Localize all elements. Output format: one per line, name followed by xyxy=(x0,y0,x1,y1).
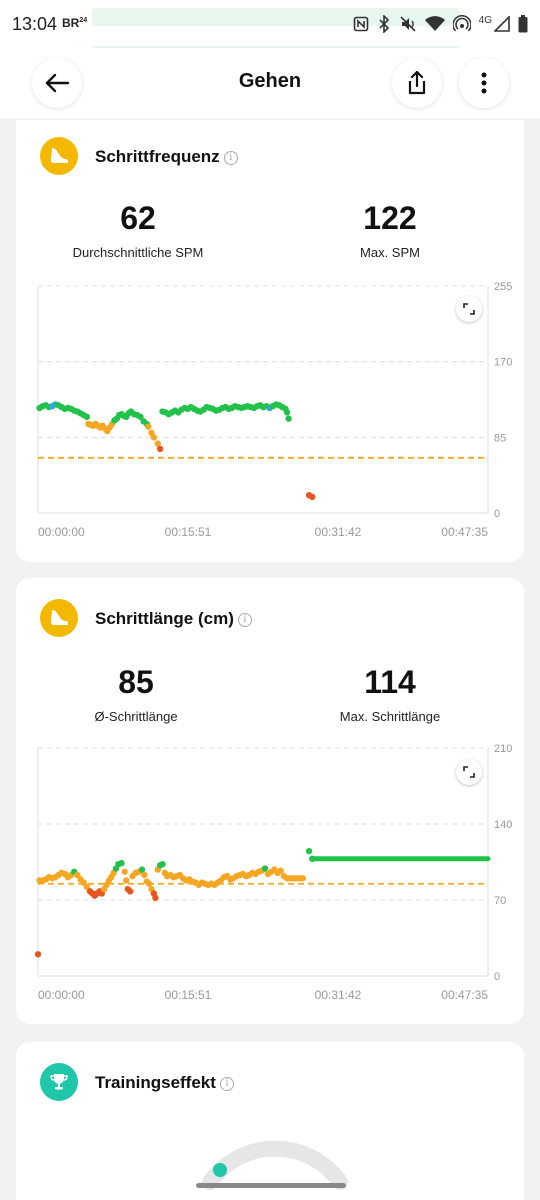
avg-stride-label: Ø-Schrittlänge xyxy=(94,709,178,724)
data-point xyxy=(138,866,146,873)
y-tick-label: 85 xyxy=(494,432,506,444)
data-point xyxy=(309,855,316,862)
status-bar: 13:04 BR24 4G xyxy=(0,0,540,62)
top-bar: Gehen xyxy=(0,48,540,118)
avg-stride-stat: 85 Ø-Schrittlänge xyxy=(16,664,256,724)
data-point xyxy=(145,423,152,430)
data-point xyxy=(159,860,166,868)
x-tick-label: 00:47:35 xyxy=(441,525,488,539)
data-point xyxy=(127,888,134,895)
shoe-icon xyxy=(40,599,78,637)
x-tick-label: 00:00:00 xyxy=(38,525,85,539)
data-point xyxy=(154,440,161,447)
data-point xyxy=(145,880,153,887)
x-tick-label: 00:00:00 xyxy=(38,988,85,1002)
data-point xyxy=(34,951,42,958)
shoe-icon xyxy=(40,137,78,175)
wifi-icon xyxy=(424,12,445,36)
info-icon[interactable]: i xyxy=(223,151,238,165)
share-button[interactable] xyxy=(392,58,442,108)
cadence-title: Schrittfrequenz i xyxy=(95,147,238,167)
x-tick-label: 00:15:51 xyxy=(165,988,212,1002)
hotspot-icon xyxy=(452,12,471,36)
trophy-icon xyxy=(40,1063,78,1101)
x-tick-label: 00:15:51 xyxy=(165,525,212,539)
cadence-card: Schrittfrequenz i 62 Durchschnittliche SP… xyxy=(16,120,524,562)
data-point xyxy=(285,415,292,422)
avg-stride-value: 85 xyxy=(118,664,154,700)
network-type: 4G xyxy=(478,14,492,26)
y-tick-label: 255 xyxy=(494,281,512,293)
stride-title: Schrittlänge (cm) i xyxy=(95,609,252,629)
data-point xyxy=(261,865,269,872)
y-tick-label: 0 xyxy=(494,508,500,520)
stride-card: Schrittlänge (cm) i 85 Ø-Schrittlänge 114… xyxy=(16,578,524,1024)
expand-stride-button[interactable] xyxy=(456,759,482,785)
max-cadence-value: 122 xyxy=(363,200,417,236)
back-button[interactable] xyxy=(32,58,82,108)
more-vertical-icon xyxy=(481,72,487,94)
y-tick-label: 140 xyxy=(494,819,512,831)
status-icons: 4G xyxy=(353,12,528,36)
max-stride-stat: 114 Max. Schrittlänge xyxy=(270,664,510,724)
data-point xyxy=(156,445,164,453)
x-tick-label: 00:31:42 xyxy=(315,525,362,539)
avg-cadence-stat: 62 Durchschnittliche SPM xyxy=(18,200,258,260)
more-button[interactable] xyxy=(459,58,509,108)
expand-icon xyxy=(463,303,475,315)
gauge-indicator xyxy=(213,1163,227,1177)
data-point xyxy=(305,847,313,855)
data-point xyxy=(141,871,148,879)
data-point xyxy=(123,877,130,884)
expand-icon xyxy=(463,766,475,778)
expand-cadence-button[interactable] xyxy=(456,296,482,322)
avg-cadence-value: 62 xyxy=(120,200,156,236)
max-stride-label: Max. Schrittlänge xyxy=(339,709,441,724)
training-gauge xyxy=(202,1140,348,1190)
max-stride-value: 114 xyxy=(364,664,416,700)
x-tick-label: 00:31:42 xyxy=(315,988,362,1002)
arrow-left-icon xyxy=(45,73,70,93)
bluetooth-icon xyxy=(377,12,391,36)
data-point xyxy=(283,409,291,416)
data-point xyxy=(309,493,316,501)
y-tick-label: 0 xyxy=(494,971,500,983)
info-icon[interactable]: i xyxy=(219,1077,234,1091)
page-title: Gehen xyxy=(238,70,302,92)
signal-icon xyxy=(494,12,510,36)
y-tick-label: 70 xyxy=(494,895,506,907)
status-time: 13:04 xyxy=(12,14,58,34)
max-cadence-label: Max. SPM xyxy=(360,245,420,260)
home-indicator[interactable] xyxy=(196,1183,346,1188)
data-point xyxy=(299,875,306,882)
x-tick-label: 00:47:35 xyxy=(441,988,488,1002)
br24-logo: BR24 xyxy=(62,16,88,30)
data-point xyxy=(137,413,144,421)
data-point xyxy=(277,867,284,874)
battery-icon xyxy=(518,12,528,36)
data-point xyxy=(150,434,158,441)
mute-icon xyxy=(399,12,417,36)
share-icon xyxy=(408,71,426,95)
info-icon[interactable]: i xyxy=(237,613,252,627)
avg-cadence-label: Durchschnittliche SPM xyxy=(72,245,204,260)
nfc-icon xyxy=(353,12,369,36)
training-card: Trainingseffekt i xyxy=(16,1042,524,1200)
data-point xyxy=(121,868,128,875)
max-cadence-stat: 122 Max. SPM xyxy=(270,200,510,260)
data-point xyxy=(83,413,91,421)
training-title: Trainingseffekt i xyxy=(95,1073,234,1093)
data-point xyxy=(152,894,159,902)
cadence-chart: 255 170 85 0 00:00:00 00:15:51 00:31:42 00:47:3… xyxy=(36,281,512,539)
notification-banner xyxy=(92,8,460,26)
data-point xyxy=(118,859,125,867)
y-tick-label: 210 xyxy=(494,743,512,755)
stride-chart: 210 140 70 0 00:00:00 00:15:51 00:31:42 00:47:3… xyxy=(34,743,512,1002)
y-tick-label: 170 xyxy=(494,357,512,369)
